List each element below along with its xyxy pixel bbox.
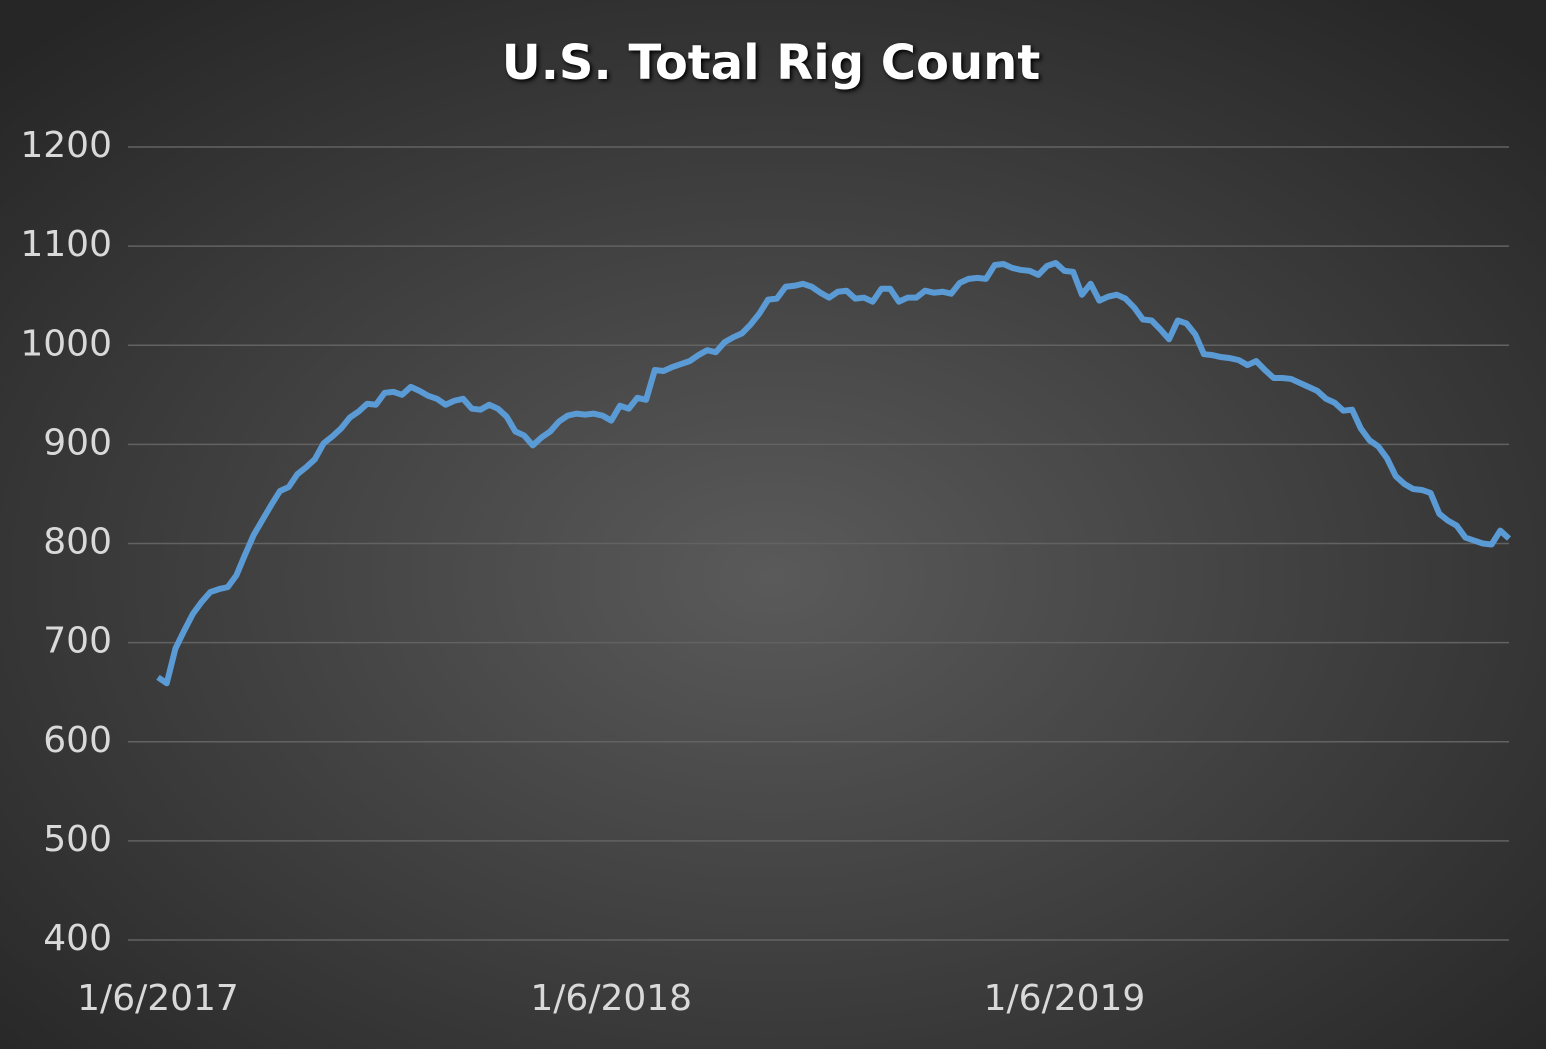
y-tick-label: 1200 [20,125,112,166]
x-tick-label: 1/6/2017 [77,978,239,1019]
y-tick-label: 600 [43,720,112,761]
x-tick-label: 1/6/2019 [984,978,1146,1019]
chart-title: U.S. Total Rig Count [502,35,1041,91]
data-line [156,259,1512,687]
y-tick-label: 800 [43,522,112,563]
y-tick-label: 1100 [20,224,112,265]
y-tick-label: 400 [43,918,112,959]
y-tick-label: 900 [43,422,112,463]
y-tick-label: 700 [43,621,112,662]
x-tick-label: 1/6/2018 [530,978,692,1019]
y-tick-label: 1000 [20,323,112,364]
y-tick-label: 500 [43,819,112,860]
